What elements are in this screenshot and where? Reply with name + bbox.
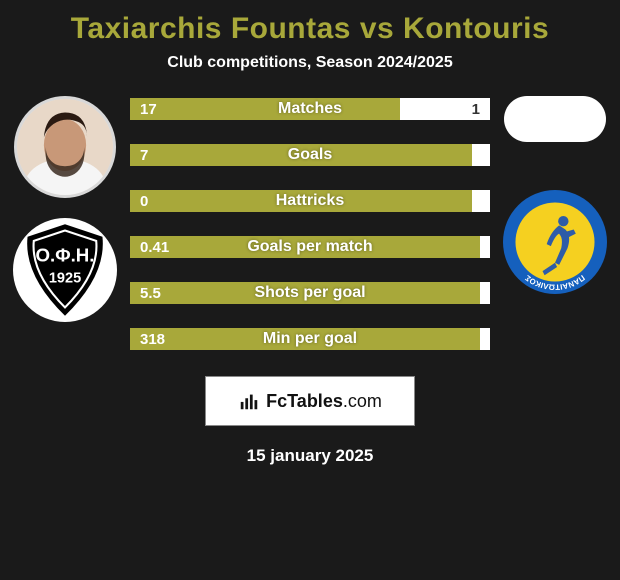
stat-bar: 318Min per goal bbox=[130, 328, 490, 350]
stat-left-value: 17 bbox=[130, 98, 400, 120]
stat-right-value: 0 bbox=[472, 190, 490, 212]
stat-bar: 0.41Goals per match bbox=[130, 236, 490, 258]
right-club-badge: ΠΑΝΑΙΤΩΛΙΚΟΣ bbox=[503, 190, 607, 294]
fctables-badge[interactable]: FcTables.com bbox=[205, 376, 415, 426]
stat-bar: 70Goals bbox=[130, 144, 490, 166]
right-player-column: ΠΑΝΑΙΤΩΛΙΚΟΣ bbox=[500, 92, 610, 294]
club-badge-icon: Ο.Φ.Η. 1925 bbox=[13, 218, 117, 322]
stat-bar: 171Matches bbox=[130, 98, 490, 120]
comparison-row: Ο.Φ.Η. 1925 171Matches 70Goals 00Hattricks… bbox=[8, 92, 612, 350]
avatar-illustration bbox=[17, 99, 113, 195]
date-label: 15 january 2025 bbox=[247, 446, 374, 466]
comparison-card: Taxiarchis Fountas vs Kontouris Club com… bbox=[0, 0, 620, 478]
stat-left-value: 0.41 bbox=[130, 236, 480, 258]
stat-left-value: 318 bbox=[130, 328, 480, 350]
club-badge-icon: ΠΑΝΑΙΤΩΛΙΚΟΣ bbox=[503, 190, 607, 294]
stat-right-value: 1 bbox=[400, 98, 490, 120]
left-player-column: Ο.Φ.Η. 1925 bbox=[10, 92, 120, 322]
left-player-avatar bbox=[14, 96, 116, 198]
svg-text:Ο.Φ.Η.: Ο.Φ.Η. bbox=[36, 245, 95, 266]
stat-bar: 5.5Shots per goal bbox=[130, 282, 490, 304]
stat-left-value: 5.5 bbox=[130, 282, 480, 304]
stat-right-value bbox=[480, 282, 490, 304]
stat-right-value: 0 bbox=[472, 144, 490, 166]
page-title: Taxiarchis Fountas vs Kontouris bbox=[71, 12, 549, 46]
right-player-avatar-placeholder bbox=[504, 96, 606, 142]
stat-right-value bbox=[480, 328, 490, 350]
stat-left-value: 7 bbox=[130, 144, 472, 166]
stat-bars: 171Matches 70Goals 00Hattricks 0.41Goals pe… bbox=[130, 92, 490, 350]
fctables-text: FcTables.com bbox=[266, 391, 382, 412]
stat-bar: 00Hattricks bbox=[130, 190, 490, 212]
left-club-badge: Ο.Φ.Η. 1925 bbox=[13, 218, 117, 322]
svg-text:1925: 1925 bbox=[49, 270, 81, 286]
page-subtitle: Club competitions, Season 2024/2025 bbox=[167, 54, 452, 72]
stat-left-value: 0 bbox=[130, 190, 472, 212]
chart-bars-icon bbox=[238, 390, 260, 412]
stat-right-value bbox=[480, 236, 490, 258]
